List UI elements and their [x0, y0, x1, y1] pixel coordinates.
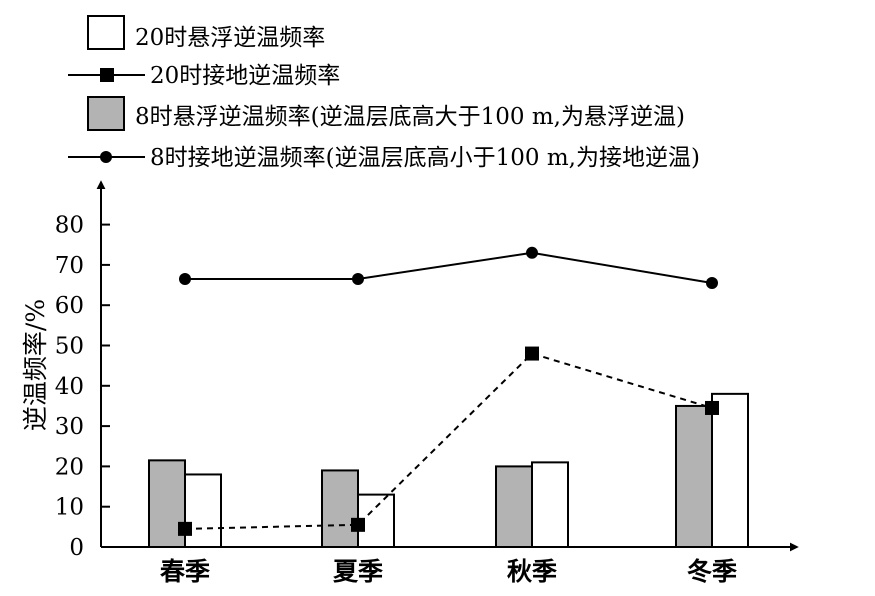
- legend-marker-evening-ground: [100, 68, 114, 82]
- legend-marker-morning-ground: [100, 151, 112, 163]
- bar-morning-suspended: [675, 404, 713, 549]
- category-label: 夏季: [333, 557, 383, 586]
- point-evening-ground: [705, 400, 719, 415]
- legend-swatch-morning-suspended: [87, 96, 125, 131]
- legend-item-evening-suspended: 20时悬浮逆温频率: [87, 15, 325, 51]
- y-axis-label: 逆温频率/%: [21, 299, 50, 431]
- point-evening-ground: [351, 517, 365, 532]
- bar-morning-suspended: [495, 465, 533, 548]
- line-morning-ground: [185, 251, 713, 285]
- legend: 20时悬浮逆温频率 20时接地逆温频率 8时悬浮逆温频率(逆温层底高大于100 …: [68, 15, 700, 171]
- line-evening-ground: [184, 352, 713, 530]
- y-ticks: 0 10 20 30 40 50 60 70 80: [55, 213, 110, 561]
- bar-evening-suspended: [531, 461, 569, 548]
- point-evening-ground: [525, 346, 539, 361]
- series-lines: [178, 246, 719, 536]
- category-label: 春季: [160, 557, 210, 586]
- point-morning-ground: [179, 273, 191, 286]
- legend-label-morning-suspended: 8时悬浮逆温频率(逆温层底高大于100 m,为悬浮逆温): [135, 104, 685, 130]
- legend-item-morning-suspended: 8时悬浮逆温频率(逆温层底高大于100 m,为悬浮逆温): [87, 96, 685, 131]
- category-labels: 春季 夏季 秋季 冬季: [160, 557, 737, 586]
- y-tick-label: 40: [55, 374, 84, 400]
- bar-morning-suspended: [321, 469, 359, 548]
- legend-label-evening-ground: 20时接地逆温频率: [150, 63, 340, 89]
- y-tick-label: 70: [55, 253, 84, 279]
- legend-swatch-evening-suspended: [87, 15, 125, 50]
- category-label: 冬季: [687, 557, 737, 586]
- bar-evening-suspended: [711, 392, 749, 548]
- bars: [148, 392, 749, 549]
- bar-evening-suspended: [184, 473, 222, 548]
- category-label: 秋季: [507, 557, 557, 586]
- legend-label-morning-ground: 8时接地逆温频率(逆温层底高小于100 m,为接地逆温): [150, 145, 700, 171]
- legend-label-evening-suspended: 20时悬浮逆温频率: [135, 25, 325, 51]
- y-tick-label: 60: [55, 293, 84, 319]
- legend-item-morning-ground: 8时接地逆温频率(逆温层底高小于100 m,为接地逆温): [68, 145, 700, 171]
- y-tick-label: 50: [55, 334, 84, 360]
- y-tick-label: 80: [55, 213, 84, 239]
- y-tick-label: 10: [55, 495, 84, 521]
- y-tick-label: 0: [69, 535, 84, 561]
- y-tick-label: 30: [55, 414, 84, 440]
- point-morning-ground: [352, 273, 364, 286]
- y-tick-label: 20: [55, 454, 84, 480]
- point-evening-ground: [178, 521, 192, 536]
- legend-item-evening-ground: 20时接地逆温频率: [68, 63, 340, 89]
- point-morning-ground: [526, 246, 538, 259]
- point-morning-ground: [706, 277, 718, 290]
